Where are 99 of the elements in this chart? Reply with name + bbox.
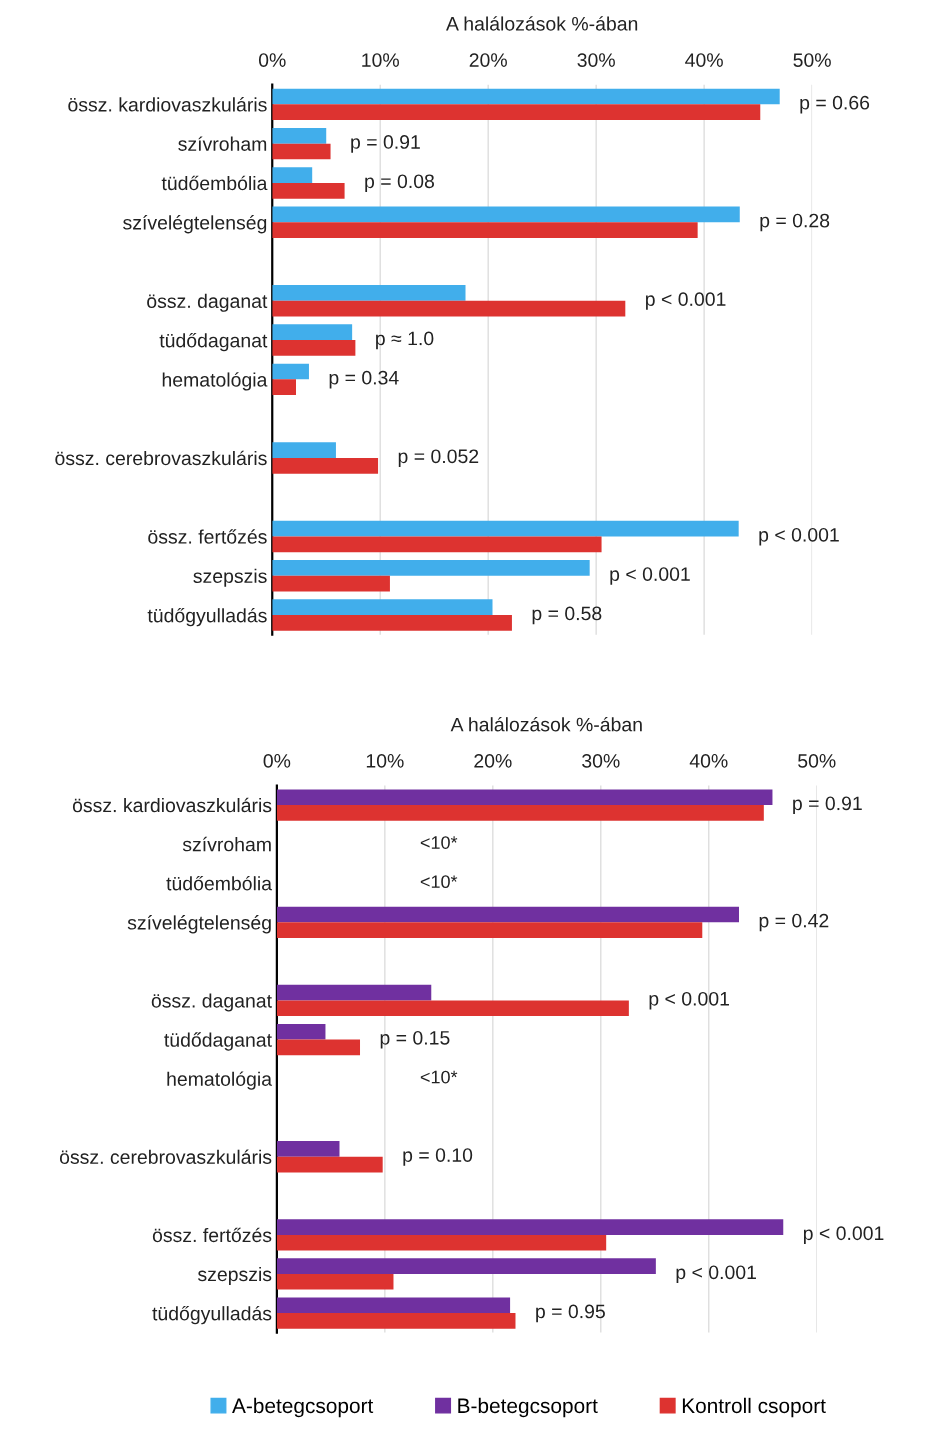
y-tick-label: tüdődaganat (164, 1032, 272, 1051)
x-tick-label: 40% (689, 753, 728, 768)
x-tick-label: 30% (577, 53, 615, 67)
bar (272, 182, 345, 199)
annotation: p < 0.001 (610, 567, 690, 585)
y-tick-label: össz. fertőzés (152, 1227, 272, 1243)
bar (272, 143, 331, 160)
bar (276, 1234, 607, 1251)
y-tick-label: szepszis (193, 568, 267, 587)
y-tick-label: össz. cerebrovaszkuláris (55, 450, 267, 466)
x-tick-label: 10% (366, 753, 404, 768)
bar (276, 1219, 784, 1235)
bar (276, 1023, 326, 1040)
annotation: p < 0.001 (759, 527, 839, 546)
annotation: p = 0.66 (800, 95, 870, 114)
bar (276, 906, 739, 923)
y-tick-label: össz. kardiovaszkuláris (72, 797, 272, 813)
annotation: p < 0.001 (646, 292, 726, 310)
bar (272, 442, 336, 458)
annotation: p = 0.08 (365, 174, 434, 192)
legend-label: Kontroll csoport (682, 1397, 826, 1418)
bar (276, 1141, 340, 1157)
annotation: p = 0.34 (329, 370, 399, 389)
bar (272, 88, 780, 105)
y-tick-label: össz. fertőzés (148, 529, 267, 544)
annotation: p = 0.28 (760, 213, 830, 232)
y-tick-label: tüdőgyulladás (152, 1305, 272, 1325)
annotation: p = 0.10 (403, 1148, 473, 1166)
annotation: p < 0.001 (649, 991, 729, 1010)
bar (276, 1039, 361, 1056)
annotation: p < 0.001 (803, 1226, 884, 1244)
bar (276, 1297, 511, 1314)
y-tick-label: szívroham (182, 836, 271, 852)
x-axis-title: A halálozások %-ában (446, 16, 638, 31)
y-tick-label: tüdőembólia (161, 175, 268, 191)
y-tick-label: össz. kardiovaszkuláris (68, 97, 267, 112)
bar (272, 457, 379, 474)
bar (272, 167, 313, 183)
x-tick-label: 20% (474, 753, 512, 768)
y-tick-label: tüdődaganat (159, 332, 268, 352)
bar (272, 599, 493, 616)
y-tick-label: hematológia (162, 372, 268, 391)
x-tick-label: 10% (362, 53, 399, 67)
y-tick-label: szívelégtelenség (123, 215, 267, 234)
x-tick-label: 50% (793, 53, 831, 67)
x-tick-label: 50% (798, 753, 836, 768)
y-tick-label: szívelégtelenség (127, 915, 271, 934)
bar (272, 285, 466, 301)
annotation: p = 0.91 (793, 796, 862, 815)
bar (272, 363, 309, 380)
annotation: p < 0.001 (676, 1265, 756, 1284)
bar (276, 922, 703, 938)
x-tick-label: 20% (469, 53, 507, 67)
bar (276, 1273, 394, 1290)
bar (272, 379, 296, 396)
bar (272, 127, 327, 144)
bar (272, 520, 739, 537)
annotation: p = 0.95 (536, 1304, 605, 1323)
bar (272, 324, 353, 341)
bar (276, 789, 773, 806)
annotation: <10* (420, 1070, 458, 1084)
annotation: p = 0.58 (532, 606, 602, 625)
bar (276, 984, 432, 1001)
y-tick-label: hematológia (167, 1071, 273, 1090)
bar (272, 206, 740, 223)
annotation: <10* (420, 875, 458, 889)
x-axis-title: A halálozások %-ában (450, 716, 642, 732)
annotation: p = 0.42 (759, 913, 829, 932)
y-tick-label: tüdőembólia (166, 875, 273, 891)
bar (276, 1156, 383, 1173)
annotation: p = 0.91 (351, 135, 420, 153)
legend-label: B-betegcsoport (458, 1397, 598, 1418)
y-tick-label: tüdőgyulladás (147, 607, 267, 627)
x-tick-label: 30% (582, 753, 620, 768)
bar (272, 340, 356, 356)
legend-label: A-betegcsoport (232, 1397, 374, 1418)
x-tick-label: 0% (258, 53, 286, 67)
bar (272, 615, 512, 631)
bar (276, 1258, 656, 1274)
bar (272, 300, 626, 317)
bar (276, 1313, 516, 1329)
bar (276, 805, 764, 821)
bar (272, 560, 590, 576)
bar (272, 222, 698, 238)
y-tick-label: össz. daganat (147, 293, 268, 312)
x-tick-label: 40% (685, 53, 723, 67)
bar (272, 575, 390, 592)
annotation: p = 0.15 (380, 1030, 450, 1049)
y-tick-label: szepszis (198, 1266, 272, 1286)
annotation: p ≈ 1.0 (376, 331, 434, 350)
bar (276, 1000, 629, 1017)
annotation: <10* (420, 836, 458, 849)
bar (272, 536, 602, 553)
y-tick-label: össz. daganat (151, 993, 272, 1012)
annotation: p = 0.052 (398, 449, 479, 467)
y-tick-label: szívroham (178, 136, 267, 151)
y-tick-label: össz. cerebrovaszkuláris (59, 1149, 272, 1164)
bar (272, 104, 761, 121)
x-tick-label: 0% (263, 753, 291, 768)
